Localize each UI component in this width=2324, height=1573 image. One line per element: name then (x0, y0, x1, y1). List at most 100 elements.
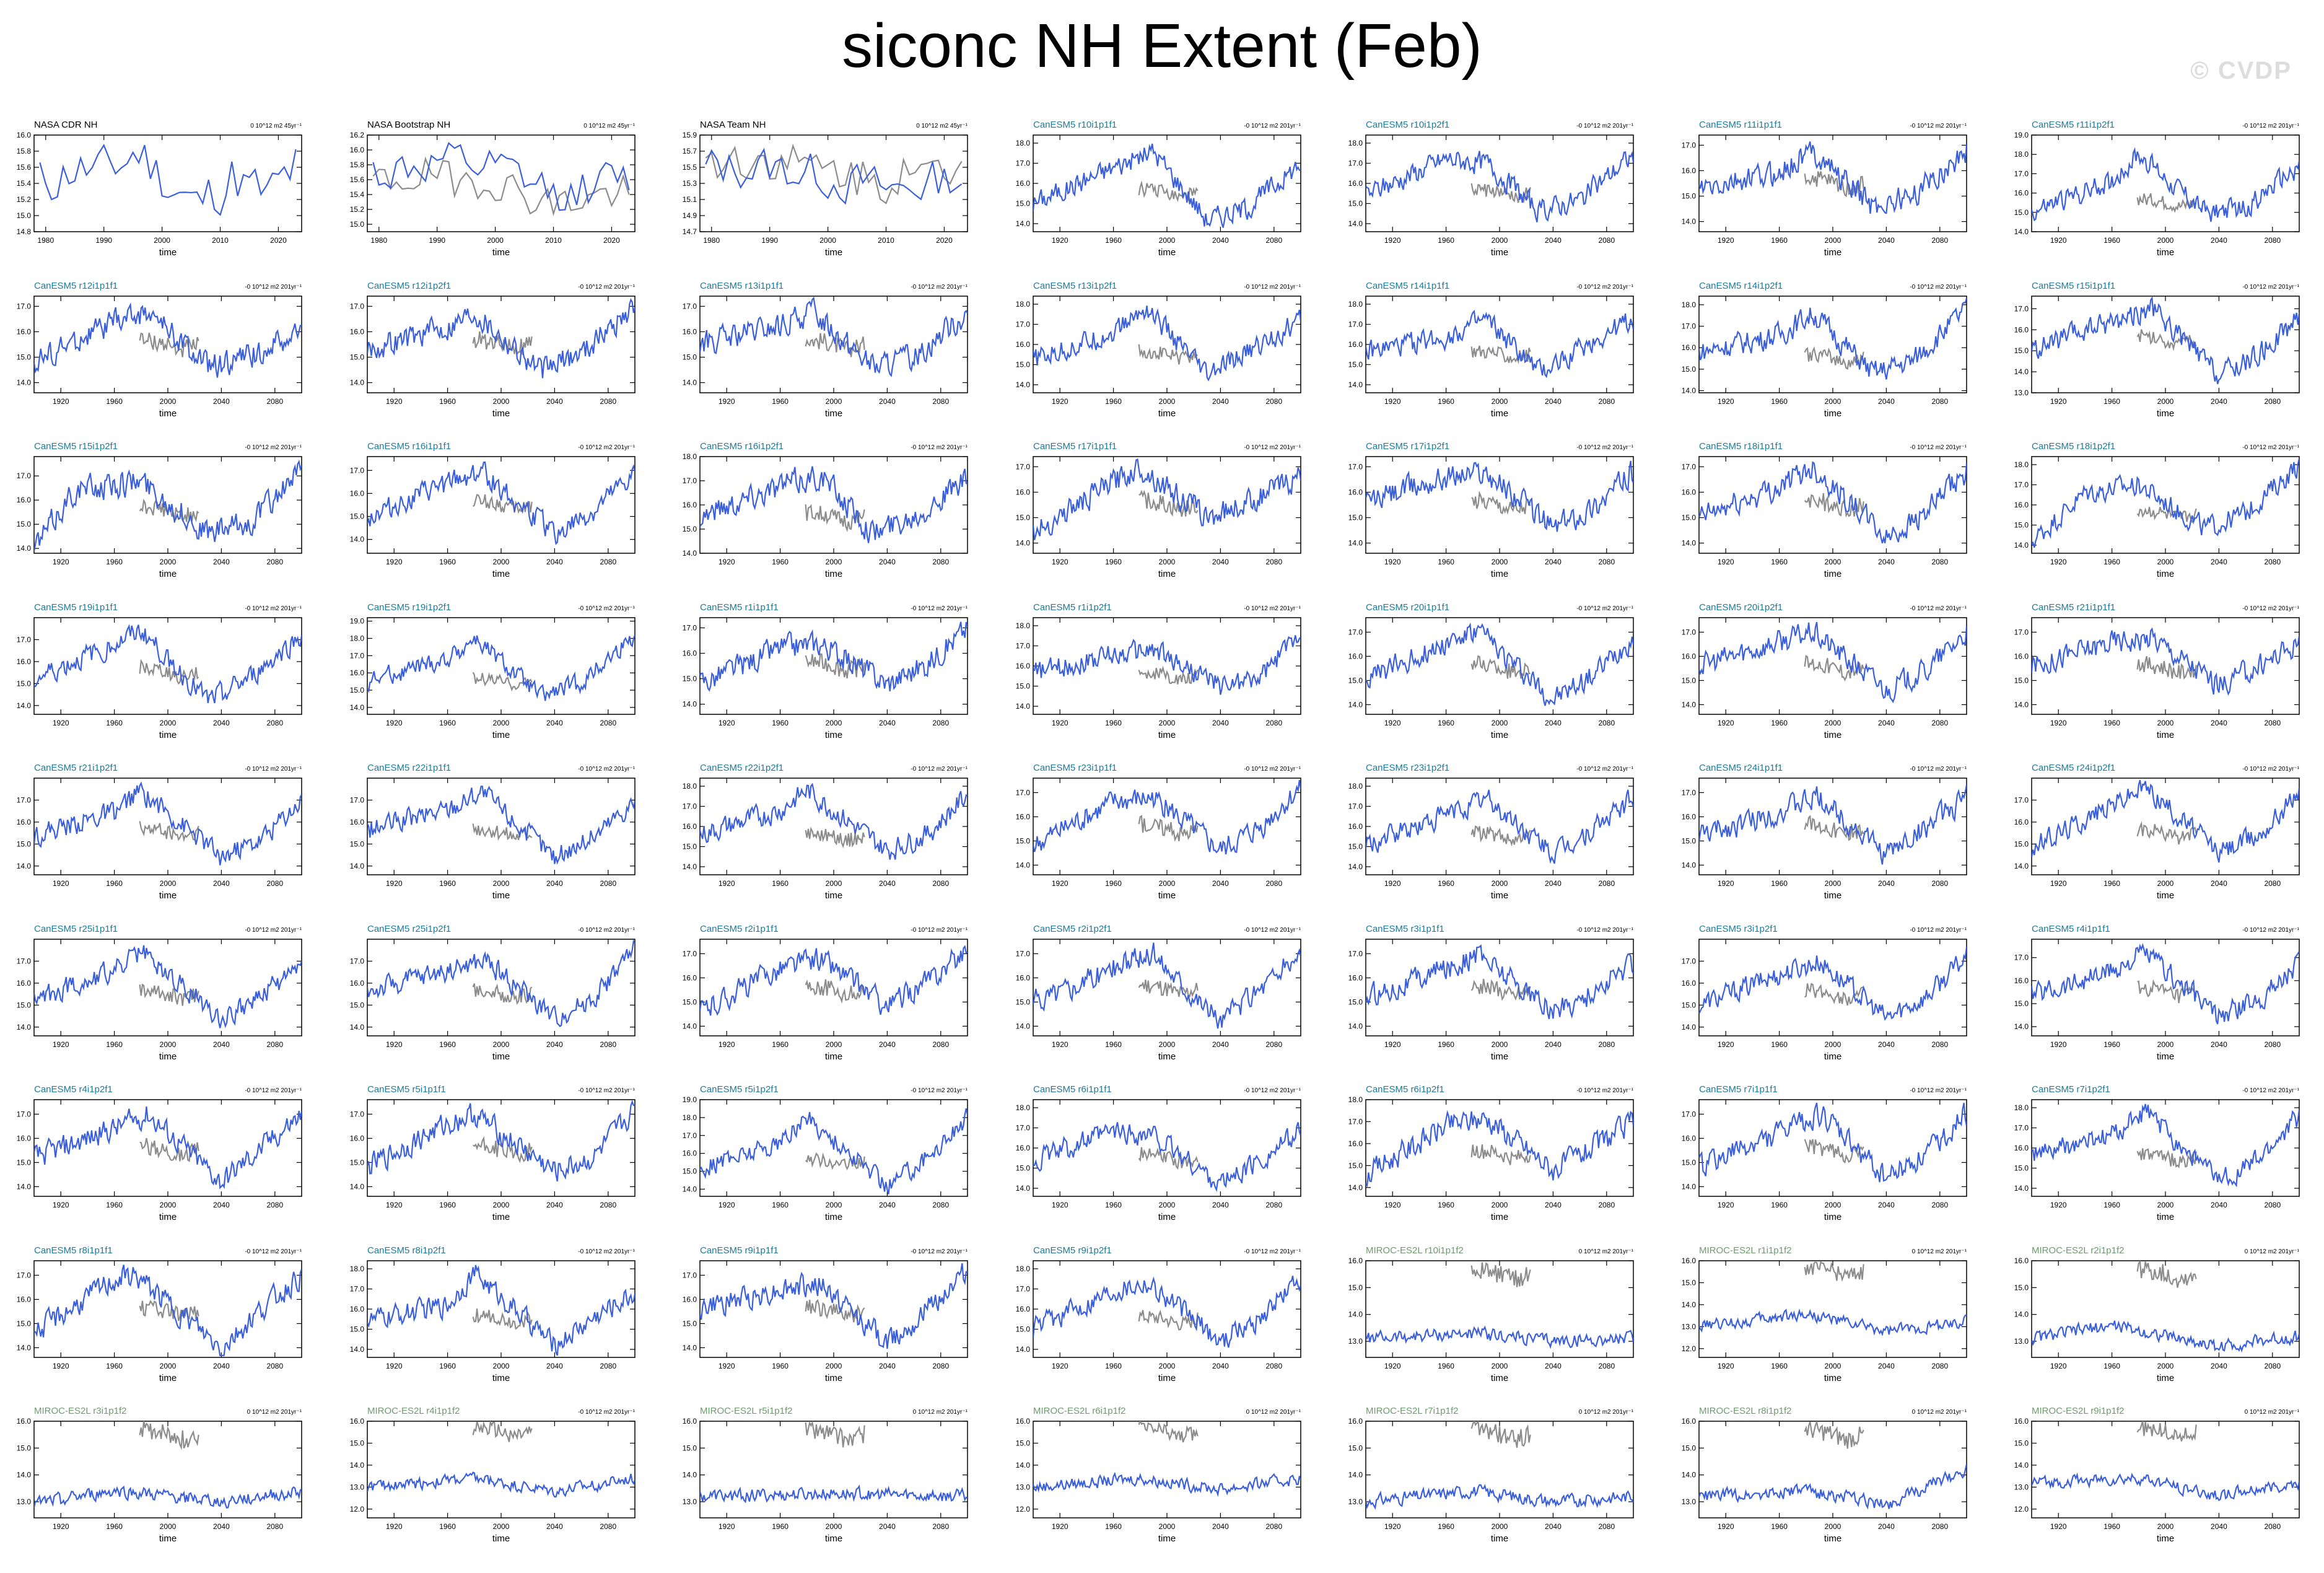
trend-label: -0 10^12 m2 201yr⁻¹ (1244, 123, 1301, 129)
x-tick-label: 2000 (1825, 236, 1841, 245)
panel-43: CanESM5 r5i1p1f1 -0 10^12 m2 201yr⁻¹ 14.0 1… (350, 1084, 636, 1222)
x-tick-label: 2000 (1492, 397, 1508, 406)
y-tick-label: 16.0 (1682, 166, 1697, 175)
x-tick-label: 2080 (2264, 558, 2281, 566)
x-tick-label: 1960 (1438, 1362, 1454, 1370)
x-tick-label: 1920 (1718, 236, 1734, 245)
y-tick-label: 16.2 (350, 131, 365, 139)
model-series-line (1033, 942, 1301, 1029)
x-tick-label: 1920 (1384, 1362, 1401, 1370)
model-series-line (700, 782, 968, 860)
y-tick-label: 13.0 (1682, 1322, 1697, 1331)
x-axis-label: time (1824, 730, 1841, 740)
y-tick-label: 16.0 (1682, 812, 1697, 821)
trend-label: -0 10^12 m2 201yr⁻¹ (911, 284, 968, 291)
x-tick-label: 2000 (493, 397, 510, 406)
x-axis-label: time (1158, 890, 1176, 901)
panel-title: CanESM5 r25i1p2f1 (367, 924, 451, 934)
x-tick-label: 2040 (1545, 879, 1562, 888)
x-tick-label: 2000 (1159, 1522, 1176, 1531)
y-tick-label: 16.0 (1348, 1417, 1363, 1426)
obs-series-line (1138, 1309, 1199, 1331)
x-tick-label: 2000 (1492, 1362, 1508, 1370)
x-tick-label: 2000 (160, 719, 177, 727)
model-series-line (700, 466, 968, 543)
x-tick-label: 2080 (1598, 236, 1615, 245)
y-tick-label: 14.0 (683, 1185, 697, 1193)
y-tick-label: 14.0 (683, 379, 697, 387)
y-tick-label: 15.0 (1016, 682, 1031, 691)
y-tick-label: 15.0 (2014, 1439, 2029, 1447)
y-tick-label: 15.0 (1348, 514, 1363, 522)
model-series-line (372, 142, 630, 211)
y-tick-label: 16.0 (350, 1305, 365, 1313)
x-axis-label: time (1824, 247, 1841, 258)
panel-24: CanESM5 r1i1p2f1 -0 10^12 m2 201yr⁻¹ 14.0 1… (1016, 602, 1301, 740)
y-tick-label: 16.0 (1682, 488, 1697, 496)
trend-label: -0 10^12 m2 201yr⁻¹ (1576, 444, 1633, 451)
y-tick-label: 14.0 (350, 535, 365, 544)
x-tick-label: 2040 (1212, 558, 1229, 566)
x-tick-label: 1920 (2050, 236, 2067, 245)
obs-series-line (1138, 665, 1199, 685)
y-tick-label: 18.0 (683, 782, 697, 791)
trend-label: -0 10^12 m2 201yr⁻¹ (578, 605, 635, 612)
panel-16: CanESM5 r16i1p2f1 -0 10^12 m2 201yr⁻¹ 14.0… (683, 441, 968, 579)
model-series-line (2032, 627, 2299, 696)
panel-15: CanESM5 r16i1p1f1 -0 10^12 m2 201yr⁻¹ 14.0… (350, 441, 636, 579)
y-tick-label: 15.0 (17, 839, 32, 848)
trend-label: -0 10^12 m2 201yr⁻¹ (1910, 927, 1967, 934)
y-tick-label: 18.0 (1016, 621, 1031, 630)
y-tick-label: 17.0 (683, 1131, 697, 1140)
x-tick-label: 1960 (106, 1522, 123, 1531)
x-tick-label: 2040 (213, 1201, 230, 1209)
x-axis-label: time (1491, 408, 1508, 419)
y-tick-label: 16.0 (1348, 822, 1363, 831)
panel-title: CanESM5 r21i1p2f1 (34, 763, 118, 773)
x-tick-label: 1920 (53, 1040, 69, 1049)
y-tick-label: 18.0 (350, 1264, 365, 1273)
y-tick-label: 17.0 (1682, 141, 1697, 149)
panel-title: CanESM5 r24i1p2f1 (2032, 763, 2115, 773)
x-tick-label: 1960 (2103, 719, 2120, 727)
model-series-line (367, 1100, 635, 1181)
y-tick-label: 14.0 (1682, 387, 1697, 395)
y-tick-label: 16.0 (1348, 179, 1363, 188)
y-tick-label: 16.0 (17, 657, 32, 666)
x-axis-label: time (2157, 1533, 2174, 1544)
x-tick-label: 1920 (1384, 236, 1401, 245)
y-tick-label: 17.0 (683, 623, 697, 632)
panel-title: CanESM5 r9i1p1f1 (700, 1245, 779, 1256)
y-tick-label: 17.0 (1682, 462, 1697, 471)
x-tick-label: 1920 (1052, 1522, 1068, 1531)
y-tick-label: 16.0 (2014, 1417, 2029, 1426)
panel-5: CanESM5 r11i1p1f1 -0 10^12 m2 201yr⁻¹ 14.0… (1682, 120, 1967, 258)
y-tick-label: 18.0 (350, 634, 365, 642)
x-tick-label: 2000 (160, 1040, 177, 1049)
x-tick-label: 1960 (1438, 719, 1454, 727)
panel-title: CanESM5 r6i1p1f1 (1033, 1084, 1112, 1095)
y-tick-label: 14.0 (1016, 1461, 1031, 1470)
trend-label: 0 10^12 m2 201yr⁻¹ (2245, 1409, 2300, 1416)
x-tick-label: 2080 (1265, 397, 1282, 406)
panel-9: CanESM5 r13i1p1f1 -0 10^12 m2 201yr⁻¹ 14.0… (683, 281, 968, 419)
x-tick-label: 2040 (546, 558, 563, 566)
panel-41: CanESM5 r4i1p1f1 -0 10^12 m2 201yr⁻¹ 14.0 1… (2014, 924, 2300, 1062)
y-tick-label: 16.0 (2014, 1144, 2029, 1152)
y-tick-label: 14.0 (17, 1023, 32, 1032)
x-tick-label: 1920 (53, 1362, 69, 1370)
x-tick-label: 2000 (826, 558, 842, 566)
x-tick-label: 2040 (1212, 879, 1229, 888)
trend-label: -0 10^12 m2 201yr⁻¹ (578, 1248, 635, 1255)
y-tick-label: 18.0 (1016, 139, 1031, 147)
plot-frame (2031, 1421, 2300, 1518)
x-tick-label: 1920 (386, 1201, 403, 1209)
x-axis-label: time (2157, 1051, 2174, 1062)
panel-title: CanESM5 r13i1p1f1 (700, 281, 784, 291)
panel-29: CanESM5 r22i1p1f1 -0 10^12 m2 201yr⁻¹ 14.0… (350, 763, 636, 901)
y-tick-label: 12.0 (2014, 1505, 2029, 1514)
x-tick-label: 2080 (1265, 236, 1282, 245)
y-tick-label: 17.0 (350, 957, 365, 965)
y-tick-label: 14.9 (683, 211, 697, 220)
y-tick-label: 16.0 (683, 1295, 697, 1304)
